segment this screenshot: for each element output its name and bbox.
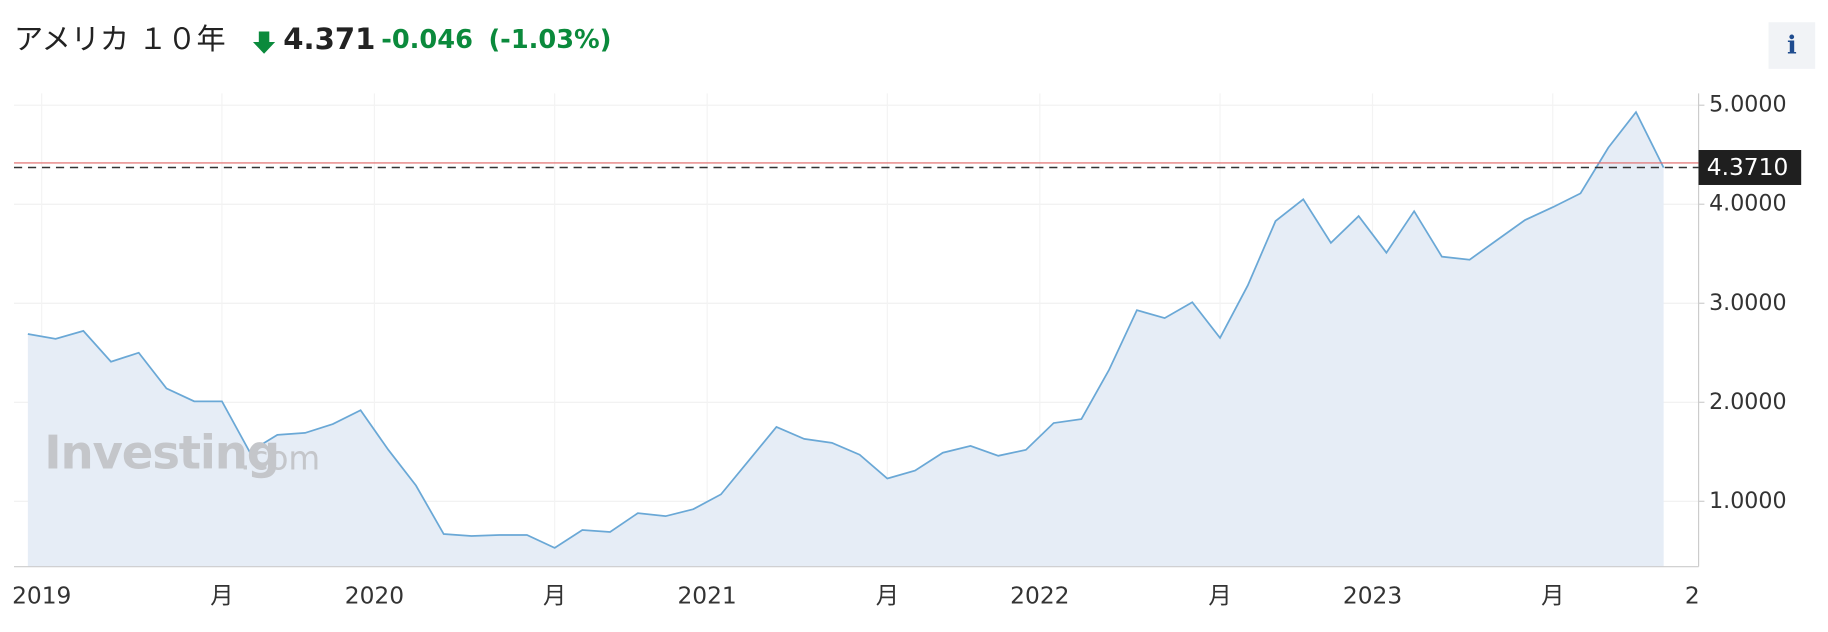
x-tick-label: 2021: [677, 582, 736, 609]
y-tick-label: 2.0000: [1709, 389, 1786, 415]
y-tick-label: 5.0000: [1709, 92, 1786, 118]
area: [27, 112, 1664, 567]
y-tick-label: 1.0000: [1709, 488, 1786, 514]
x-tick-label: 2023: [1343, 582, 1402, 609]
price: 4.371: [283, 22, 375, 56]
last-price-label: 4.3710: [1707, 154, 1789, 181]
y-tick-label: 4.0000: [1709, 191, 1786, 217]
line: [27, 110, 1665, 549]
x-tick-label: 月: [210, 582, 233, 609]
down-arrow: [252, 31, 276, 54]
x-tick-label: 月: [543, 582, 566, 609]
info-icon[interactable]: i: [1787, 31, 1797, 61]
change-pct: (-1.03%): [488, 25, 611, 55]
title: アメリカ １０年: [14, 22, 226, 56]
x-tick-label: 2020: [345, 582, 404, 609]
last-price-box: [1698, 150, 1802, 185]
change: -0.046: [381, 25, 473, 55]
info-button[interactable]: [1768, 22, 1816, 69]
x-tick-label: 20: [1685, 582, 1715, 609]
x-tick-label: 2022: [1010, 582, 1069, 609]
x-tick-label: 月: [1208, 582, 1231, 609]
watermark-brand: Investing: [44, 425, 279, 479]
x-tick-label: 月: [876, 582, 899, 609]
watermark-suffix: .com: [240, 440, 320, 478]
y-tick-label: 3.0000: [1709, 290, 1786, 316]
x-tick-label: 月: [1541, 582, 1564, 609]
x-tick-label: 2019: [12, 582, 71, 609]
